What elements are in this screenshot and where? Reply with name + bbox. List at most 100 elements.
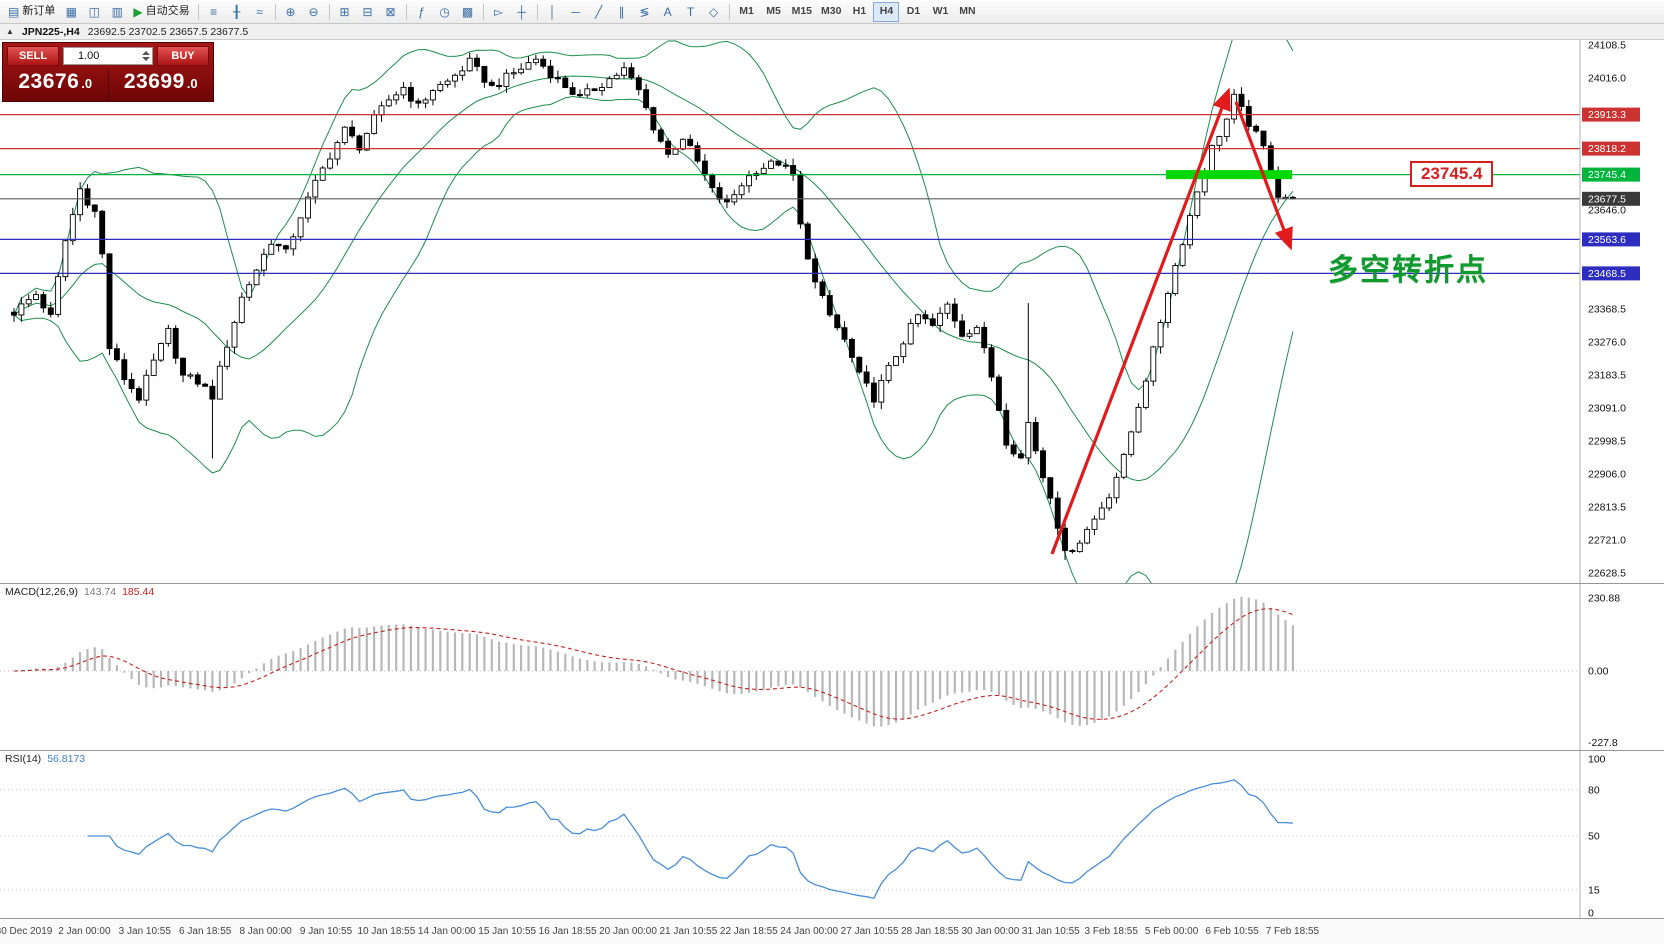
candle: [466, 57, 473, 72]
candle: [194, 374, 201, 385]
zoom-in-button[interactable]: ⊕: [280, 2, 302, 22]
timeframe-w1-button[interactable]: W1: [927, 2, 953, 22]
candle: [532, 58, 539, 64]
arrange-windows-button[interactable]: ⊠: [380, 2, 402, 22]
candle: [606, 78, 613, 89]
candle: [1187, 215, 1193, 246]
equidistant-channel-button[interactable]: ∥: [611, 2, 633, 22]
sell-price[interactable]: 23676.0: [3, 69, 108, 101]
volume-spinner[interactable]: [142, 51, 150, 61]
support-2-badge: [1582, 266, 1640, 281]
candle: [701, 160, 708, 176]
cascade-windows-icon: ⊟: [362, 4, 373, 19]
candle: [1172, 265, 1179, 295]
one-click-trading-panel: SELL 1.00 BUY 23676.0 23699.0: [2, 42, 214, 102]
candle: [679, 138, 686, 150]
buy-price-main: 23699: [123, 70, 185, 93]
macd-scale-label: 230.88: [1588, 593, 1620, 605]
new-order-button[interactable]: ▤ 新订单: [4, 2, 59, 22]
timeframe-m1-button[interactable]: M1: [734, 2, 760, 22]
candle: [1267, 145, 1274, 174]
vertical-line-button[interactable]: │: [542, 2, 564, 22]
candle: [591, 88, 598, 92]
timeframe-m30-button[interactable]: M30: [817, 2, 845, 22]
candle: [429, 90, 436, 101]
candle: [1069, 549, 1076, 553]
periods-icon: ◷: [439, 4, 450, 19]
candle: [1245, 106, 1252, 127]
timeframe-h1-button[interactable]: H1: [846, 2, 872, 22]
text-button[interactable]: A: [657, 2, 679, 22]
pivot-price-callout[interactable]: 23745.4: [1410, 161, 1494, 187]
candle: [738, 185, 745, 196]
main-price-chart[interactable]: 24108.5 24016.0 23646.0 23368.5 23276.0 23183…: [0, 40, 1664, 583]
horizontal-line-button[interactable]: ─: [565, 2, 587, 22]
candle: [488, 81, 495, 86]
time-axis[interactable]: 30 Dec 2019 2 Jan 00:00 3 Jan 10:55 6 Jan 1…: [0, 918, 1664, 944]
candlestick-chart-canvas[interactable]: 24108.5 24016.0 23646.0 23368.5 23276.0 23183…: [0, 40, 1664, 583]
templates-button[interactable]: ▩: [457, 2, 479, 22]
candle: [1209, 144, 1215, 174]
timeframe-mn-button[interactable]: MN: [954, 2, 980, 22]
candlestick-chart-icon: ╂: [232, 4, 241, 19]
charts-button[interactable]: ▦: [60, 2, 82, 22]
trend-arrow-up[interactable]: [1050, 87, 1231, 555]
trend-arrow-down[interactable]: [1234, 101, 1293, 251]
tile-windows-button[interactable]: ⊞: [334, 2, 356, 22]
candle: [613, 74, 620, 80]
rsi-scale-label: 100: [1588, 754, 1606, 766]
candle: [1106, 497, 1113, 509]
timeframe-d1-button[interactable]: D1: [900, 2, 926, 22]
bollinger-middle: [13, 75, 1294, 482]
shapes-button[interactable]: ◇: [703, 2, 725, 22]
arrange-windows-icon: ⊠: [385, 4, 396, 19]
candle: [165, 327, 172, 344]
periods-button[interactable]: ◷: [434, 2, 456, 22]
candle: [834, 314, 841, 329]
candle: [510, 72, 517, 75]
cursor-button[interactable]: ▻: [488, 2, 510, 22]
support-1-badge-text: 23563.6: [1588, 234, 1626, 246]
auto-trading-button[interactable]: ▶ 自动交易: [129, 2, 193, 22]
timeframe-m15-button[interactable]: M15: [788, 2, 816, 22]
profiles-button[interactable]: ◫: [83, 2, 105, 22]
buy-button[interactable]: BUY: [157, 46, 209, 66]
trendline-button[interactable]: ╱: [588, 2, 610, 22]
timeframe-m5-button[interactable]: M5: [761, 2, 787, 22]
market-watch-button[interactable]: ▥: [106, 2, 128, 22]
zoom-out-icon: ⊖: [308, 4, 319, 19]
zoom-out-button[interactable]: ⊖: [303, 2, 325, 22]
candle: [224, 346, 231, 367]
candle: [349, 126, 356, 137]
crosshair-button[interactable]: ┼: [511, 2, 533, 22]
bar-chart-button[interactable]: ≡: [203, 2, 225, 22]
resistance-2-badge: [1582, 141, 1640, 156]
line-chart-button[interactable]: ≈: [249, 2, 271, 22]
charts-icon: ▦: [65, 4, 78, 19]
macd-indicator-panel[interactable]: MACD(12,26,9) 143.74 185.44 230.88 0.00 -227…: [0, 583, 1664, 750]
rsi-canvas[interactable]: 100 80 50 15 0: [0, 751, 1664, 918]
timeframe-h4-button[interactable]: H4: [873, 1, 900, 22]
profiles-icon: ◫: [88, 4, 101, 19]
turning-point-annotation[interactable]: 多空转折点: [1328, 254, 1488, 287]
candle: [158, 343, 164, 361]
macd-canvas[interactable]: 230.88 0.00 -227.8: [0, 584, 1664, 750]
candle: [547, 65, 554, 79]
candle: [746, 175, 752, 187]
volume-value: 1.00: [78, 50, 100, 62]
time-axis-label: 21 Jan 10:55: [659, 926, 718, 937]
sell-button[interactable]: SELL: [7, 46, 59, 66]
indicators-button[interactable]: ƒ: [411, 2, 433, 22]
candle: [562, 77, 569, 89]
cascade-windows-button[interactable]: ⊟: [357, 2, 379, 22]
candle: [341, 126, 348, 144]
volume-input[interactable]: 1.00: [63, 47, 153, 65]
text-label-button[interactable]: T: [680, 2, 702, 22]
buy-price[interactable]: 23699.0: [107, 69, 214, 101]
candle: [768, 160, 774, 169]
rsi-indicator-panel[interactable]: RSI(14) 56.8173 100 80 50 15 0: [0, 750, 1664, 918]
fibonacci-button[interactable]: ≶: [634, 2, 656, 22]
candlestick-chart-button[interactable]: ╂: [226, 2, 248, 22]
collapse-chart-icon[interactable]: ▲: [6, 27, 14, 36]
candle: [260, 253, 267, 271]
